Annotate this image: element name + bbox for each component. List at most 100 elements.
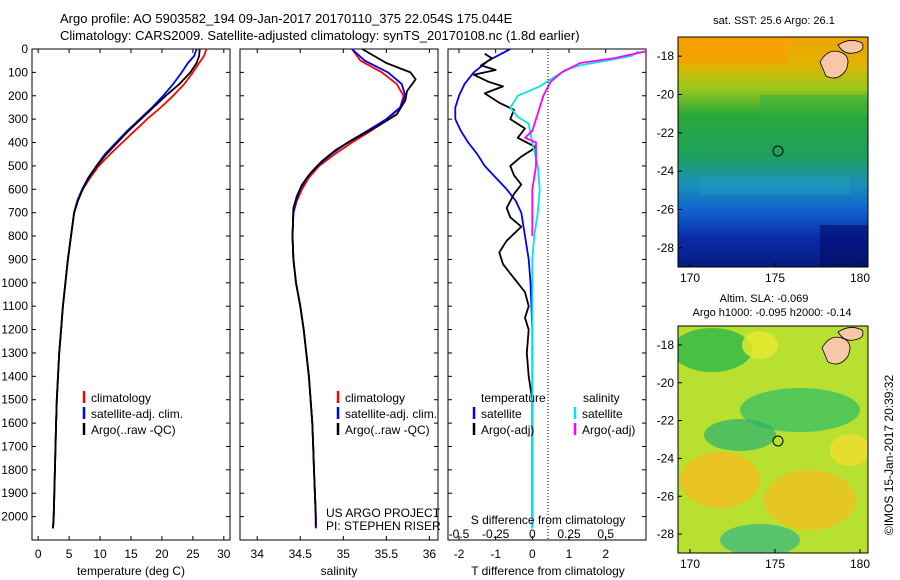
x-tick-label: 34.5 — [289, 547, 313, 561]
depth-tick-label: 800 — [8, 229, 28, 243]
depth-tick-label: 500 — [8, 159, 28, 173]
x-tick-label: 10 — [93, 547, 107, 561]
salinity-xlabel: salinity — [321, 564, 358, 578]
legend-label: satellite — [582, 407, 623, 421]
depth-tick-label: 1600 — [1, 416, 28, 430]
sst-dark-patch — [820, 225, 868, 267]
sla-map — [678, 326, 868, 553]
island-viti-levu — [821, 336, 851, 365]
salinity-panel — [239, 48, 439, 541]
legend-heading-salinity: salinity — [583, 391, 620, 405]
difference-panel — [447, 48, 647, 541]
depth-tick-label: 0 — [21, 42, 28, 56]
map-y-tick-label: -20 — [657, 376, 675, 390]
sla-low-1 — [678, 328, 752, 372]
salinity-legend: climatology satellite-adj. clim. Argo(..… — [336, 391, 437, 437]
legend-heading-temperature: temperature — [481, 391, 546, 405]
sst-map-title: sat. SST: 25.6 Argo: 26.1 — [713, 15, 835, 27]
series-line-salinity-argo-adj- — [524, 50, 647, 236]
sla-high-2 — [680, 452, 760, 508]
series-line-salinity-satellite — [509, 50, 640, 529]
sst-map-frame — [677, 36, 869, 268]
x-tick-label: 34 — [251, 547, 265, 561]
sla-map-frame — [677, 325, 869, 554]
map-x-tick-label: 170 — [680, 557, 700, 571]
x-tick-label: 30 — [217, 547, 231, 561]
x-tick-label: 1 — [566, 547, 573, 561]
series-line-argo-raw-qc- — [52, 48, 201, 529]
sla-high-3 — [764, 470, 856, 530]
sla-high-4 — [830, 434, 868, 466]
depth-tick-label: 1000 — [1, 276, 28, 290]
x-ticks: 0 5 10 15 20 25 30 34 34.5 35 35.5 36 -2 -1 0 1 2 -0.5 -0.… — [35, 49, 614, 561]
temperature-panel — [31, 48, 231, 541]
map-y-tick-label: -22 — [657, 126, 675, 140]
series-line-satellite-adj-clim- — [52, 48, 198, 529]
header-line1: Argo profile: AO 5903582_194 09-Jan-2017… — [60, 11, 513, 26]
island-vanua-levu — [837, 40, 864, 54]
x-tick-label: 35.5 — [375, 547, 399, 561]
header-line2: Climatology: CARS2009. Satellite-adjuste… — [60, 28, 580, 43]
sla-low-3 — [704, 419, 776, 451]
s-tick-label: 0.25 — [557, 527, 581, 541]
s-tick-label: -0.25 — [482, 527, 510, 541]
depth-tick-label: 1700 — [1, 439, 28, 453]
x-tick-label: 35 — [337, 547, 351, 561]
depth-tick-label: 1200 — [1, 323, 28, 337]
map-x-tick-label: 170 — [680, 271, 700, 285]
map-y-tick-label: -22 — [657, 414, 675, 428]
legend-label: climatology — [345, 391, 405, 405]
series-line-satellite-adj-clim- — [291, 48, 407, 529]
sst-ticks: 170 175 180 -18 -20 -22 -24 -26 -28 — [657, 49, 871, 285]
island-vanua-levu — [837, 327, 864, 341]
sla-ticks: 170 175 180 -18 -20 -22 -24 -26 -28 — [657, 338, 871, 571]
legend-label: Argo(-adj) — [582, 423, 635, 437]
x-tick-label: 36 — [423, 547, 437, 561]
sla-map-subtitle: Argo h1000: -0.095 h2000: -0.14 — [692, 307, 851, 319]
sst-cyan-patch — [700, 175, 850, 195]
legend-label: Argo(-adj) — [481, 423, 534, 437]
map-x-tick-label: 180 — [850, 557, 870, 571]
x-tick-label: -1 — [490, 547, 501, 561]
island-viti-levu — [819, 50, 849, 79]
map-x-tick-label: 180 — [850, 271, 870, 285]
depth-tick-label: 600 — [8, 182, 28, 196]
x-tick-label: 20 — [155, 547, 169, 561]
legend-label: satellite-adj. clim. — [345, 407, 437, 421]
x-tick-label: -2 — [454, 547, 465, 561]
depth-tick-label: 100 — [8, 65, 28, 79]
legend-label: Argo(..raw -QC) — [91, 423, 176, 437]
map-y-tick-label: -28 — [657, 527, 675, 541]
depth-tick-label: 1300 — [1, 346, 28, 360]
difference-top-xlabel: S difference from climatology — [471, 513, 626, 527]
map-y-tick-label: -20 — [657, 88, 675, 102]
difference-xlabel: T difference from climatology — [471, 564, 625, 578]
legend-label: climatology — [91, 391, 151, 405]
depth-tick-label: 200 — [8, 89, 28, 103]
map-y-tick-label: -24 — [657, 451, 675, 465]
pi-credit: PI: STEPHEN RISER — [326, 519, 441, 533]
x-tick-label: 2 — [602, 547, 609, 561]
legend-label: satellite — [481, 407, 522, 421]
depth-tick-label: 300 — [8, 112, 28, 126]
legend-label: satellite-adj. clim. — [91, 407, 183, 421]
argo-location-marker — [772, 435, 784, 447]
depth-axis: 0 100 200 300 400 500 600 700 800 900 1000 1100 1200… — [1, 42, 646, 524]
x-tick-label: 5 — [66, 547, 73, 561]
series-line-temperature-satellite — [454, 48, 534, 529]
sst-green-patch — [760, 95, 868, 117]
series-line-temperature-argo-adj- — [472, 52, 537, 517]
x-tick-label: 0 — [529, 547, 536, 561]
series-line-argo-raw-qc- — [291, 48, 417, 526]
depth-tick-label: 1100 — [2, 299, 28, 313]
map-y-tick-label: -26 — [657, 489, 675, 503]
s-tick-label: 0 — [529, 527, 536, 541]
depth-tick-label: 400 — [8, 136, 28, 150]
temperature-legend: climatology satellite-adj. clim. Argo(..… — [82, 391, 183, 437]
depth-tick-label: 700 — [8, 206, 28, 220]
depth-tick-label: 1800 — [1, 463, 28, 477]
x-tick-label: 25 — [186, 547, 200, 561]
map-y-tick-label: -28 — [657, 241, 675, 255]
sla-low-2 — [740, 388, 860, 432]
